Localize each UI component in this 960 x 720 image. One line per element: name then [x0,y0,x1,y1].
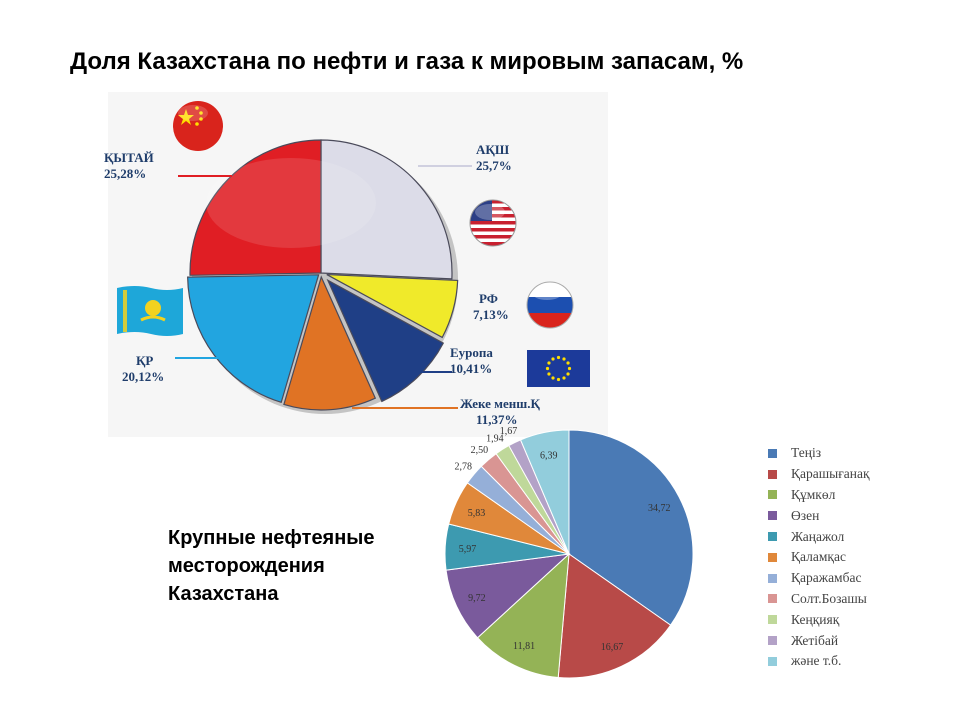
legend-swatch [768,448,777,458]
label-private-name: Жеке менш.Қ [460,396,540,411]
slice-қр [187,274,320,404]
eu-star [547,372,551,376]
data-label: 6,39 [540,450,558,461]
oil-fields-title: Крупные нефтеяные месторождения Казахста… [168,524,438,608]
russia-flag-icon [526,281,574,329]
kazakhstan-flag-icon [117,286,183,336]
slice-құмкөл [476,552,570,679]
eu-star [566,372,570,376]
label-kazakhstan-value: 20,12% [122,369,165,384]
legend-swatch [768,490,777,500]
label-usa-name: АҚШ [476,142,510,157]
eu-flag-icon [527,350,590,387]
legend-swatch [768,615,777,625]
slice-қарашығанақ [557,553,672,679]
data-label: 1,94 [486,434,504,445]
oil-fields-title-line-1: Крупные нефтеяные [168,527,375,549]
slice-теңіз [568,429,694,626]
legend-item: Теңіз [768,443,928,464]
eu-star [556,377,561,382]
legend-swatch [768,594,777,604]
label-kazakhstan: ҚР 20,12% [122,353,164,385]
label-private-value: 11,37% [476,412,518,427]
eu-star [545,366,550,371]
label-usa: АҚШ 25,7% [476,142,512,174]
legend-item: және т.б. [768,651,928,672]
legend-label: Қаражамбас [791,570,862,586]
eu-star [566,361,570,365]
data-label: 2,78 [455,461,473,472]
legend-swatch [768,552,777,562]
label-usa-value: 25,7% [476,158,512,173]
legend-item: Қарашығанақ [768,464,928,485]
legend-item: Жаңажол [768,526,928,547]
legend-label: Жаңажол [791,528,845,544]
slice-өзен [445,553,571,639]
label-private: Жеке менш.Қ 11,37% [460,396,540,428]
legend-label: Солт.Бозашы [791,590,867,606]
usa-flag-icon [469,199,517,247]
oil-fields-title-line-2: месторождения [168,555,325,577]
eu-star [567,366,572,371]
legend-label: Жетібай [791,632,839,648]
label-china-name: ҚЫТАЙ [104,150,154,165]
legend-label: Құмкөл [791,486,836,502]
data-label: 34,72 [648,503,671,514]
china-flag-icon [173,101,223,151]
legend-label: Теңіз [791,445,822,461]
data-label: 5,83 [468,508,486,519]
oil-fields-legend: Теңіз Қарашығанақ Құмкөл Өзен Жаңажол Қа… [768,443,928,672]
label-europe: Еуропа 10,41% [450,345,493,377]
slice-қытай [189,139,322,276]
slice-рф [326,273,459,339]
data-label: 9,72 [468,593,486,604]
data-label: 11,81 [513,641,535,652]
label-kazakhstan-name: ҚР [136,353,154,368]
label-europe-name: Еуропа [450,345,493,360]
legend-item: Қаламқас [768,547,928,568]
label-china-value: 25,28% [104,166,147,181]
legend-item: Кеңқияқ [768,609,928,630]
pie1-gloss [206,158,376,248]
legend-swatch [768,573,777,583]
eu-star [562,376,566,380]
legend-item: Жетібай [768,630,928,651]
legend-label: Өзен [791,507,820,523]
eu-star [547,361,551,365]
slice-жеке-менш-қ [283,275,377,411]
eu-star [562,357,566,361]
legend-item: Солт.Бозашы [768,589,928,610]
eu-star [551,376,555,380]
legend-item: Құмкөл [768,485,928,506]
label-china: ҚЫТАЙ 25,28% [104,150,154,182]
legend-label: Қарашығанақ [791,466,870,482]
label-russia-value: 7,13% [473,307,509,322]
data-label: 5,97 [459,544,477,555]
data-label: 2,50 [471,445,489,456]
label-russia: РФ 7,13% [473,291,509,323]
data-label: 16,67 [601,642,624,653]
page-title: Доля Казахстана по нефти и газа к мировы… [70,48,744,75]
eu-star [551,357,555,361]
slice-ақш [320,139,453,280]
oil-fields-title-line-3: Казахстана [168,583,279,605]
legend-label: Қаламқас [791,549,846,565]
slice-және-т-б [519,429,570,555]
label-europe-value: 10,41% [450,361,493,376]
eu-star [556,355,561,360]
legend-swatch [768,469,777,479]
legend-swatch [768,636,777,646]
legend-swatch [768,511,777,521]
legend-swatch [768,532,777,542]
legend-item: Өзен [768,505,928,526]
data-label: 1,67 [500,426,518,437]
label-russia-name: РФ [479,291,498,306]
legend-label: және т.б. [791,653,842,669]
legend-label: Кеңқияқ [791,611,840,627]
slice-еуропа [326,278,445,403]
legend-item: Қаражамбас [768,568,928,589]
legend-swatch [768,656,777,666]
